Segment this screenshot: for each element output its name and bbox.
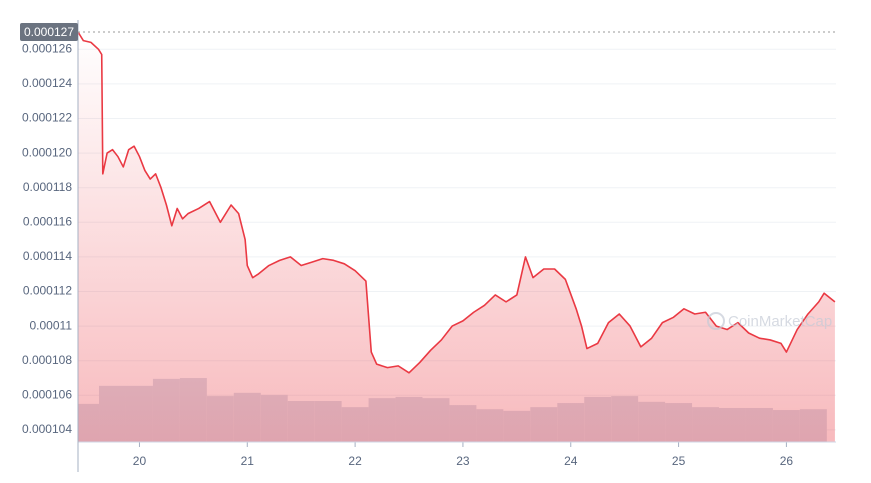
y-tick-label: 0.000126 [22,41,72,55]
x-tick-label: 26 [780,454,794,468]
y-tick-label: 0.000124 [22,76,72,90]
marker-label: 0.000127 [24,25,74,39]
x-tick-label: 23 [456,454,470,468]
price-area [78,32,835,442]
y-tick-label: 0.000122 [22,111,72,125]
watermark: CoinMarketCap [728,313,832,330]
y-tick-label: 0.000108 [22,353,72,367]
y-tick-label: 0.000104 [22,422,72,436]
y-tick-label: 0.00011 [30,318,73,332]
x-tick-label: 24 [564,454,578,468]
x-tick-label: 21 [241,454,255,468]
x-tick-label: 22 [348,454,362,468]
marker-box [20,23,78,41]
y-tick-label: 0.000116 [23,214,72,228]
watermark-logo [707,312,725,330]
price-line [78,31,836,374]
x-tick-label: 20 [133,454,147,468]
x-tick-label: 25 [672,454,686,468]
y-tick-label: 0.000106 [22,387,72,401]
y-tick-label: 0.000114 [23,249,72,263]
y-tick-label: 0.000112 [23,284,72,298]
y-tick-label: 0.000118 [23,180,72,194]
y-tick-label: 0.000120 [22,145,72,159]
